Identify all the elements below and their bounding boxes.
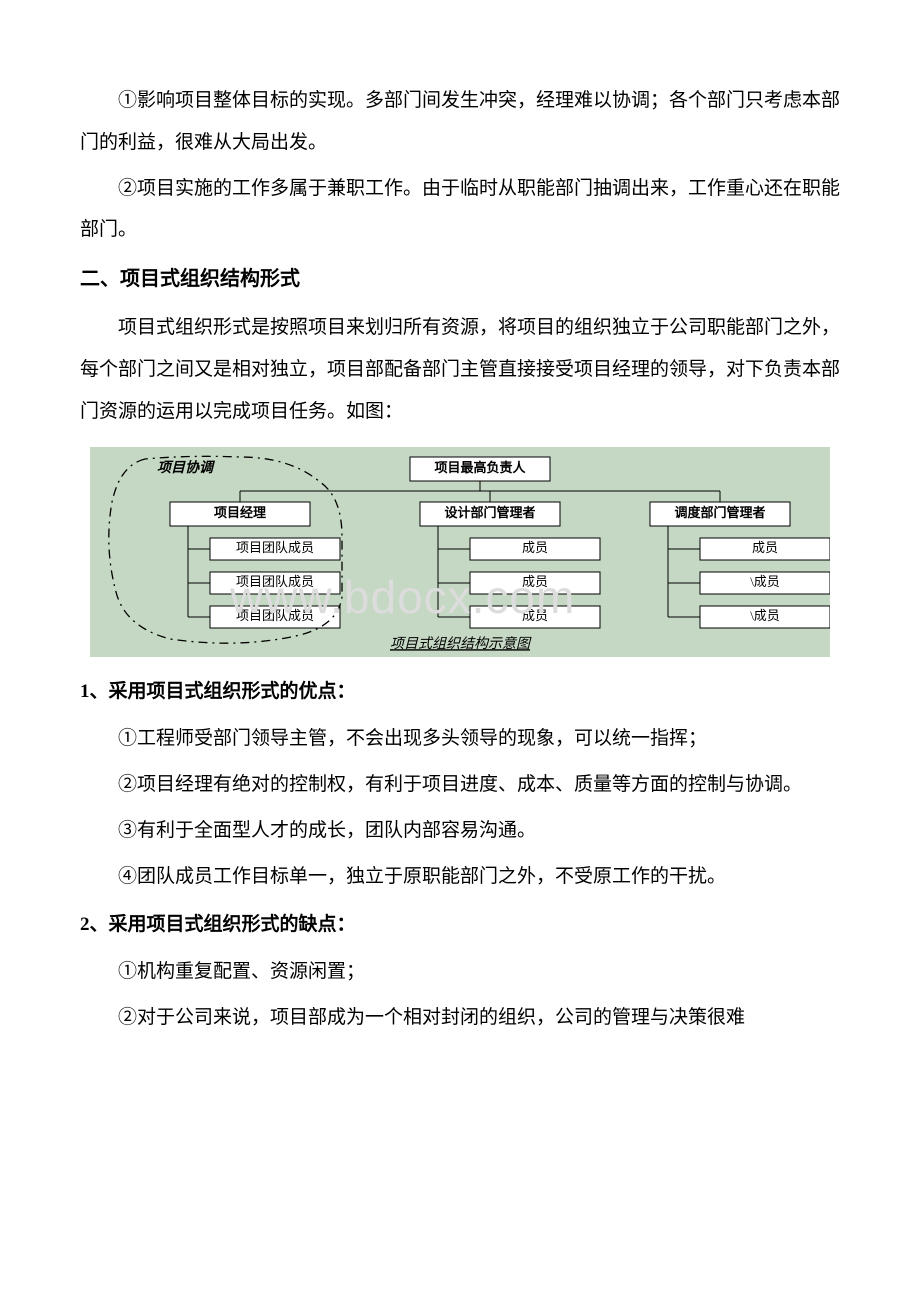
svg-text:项目团队成员: 项目团队成员 (236, 540, 314, 555)
svg-text:成员: 成员 (752, 540, 778, 555)
svg-text:项目经理: 项目经理 (214, 505, 266, 520)
paragraph-2: ②项目实施的工作多属于兼职工作。由于临时从职能部门抽调出来，工作重心还在职能部门… (80, 168, 840, 252)
org-diagram: www.bdocx.com 项目最高负责人项目协调项目经理项目团队成员项目团队成… (90, 447, 830, 657)
svg-text:项目团队成员: 项目团队成员 (236, 608, 314, 623)
svg-text:设计部门管理者: 设计部门管理者 (444, 505, 535, 520)
heading-3b: 2、采用项目式组织形式的缺点： (80, 904, 840, 946)
svg-text:成员: 成员 (522, 574, 548, 589)
svg-text:项目团队成员: 项目团队成员 (236, 574, 314, 589)
svg-text:项目最高负责人: 项目最高负责人 (434, 460, 526, 475)
disadvantage-1: ①机构重复配置、资源闲置； (80, 951, 840, 993)
heading-3b-text: 、采用项目式组织形式的缺点： (90, 914, 356, 935)
heading-3a-text: 、采用项目式组织形式的优点： (90, 681, 356, 702)
advantage-2: ②项目经理有绝对的控制权，有利于项目进度、成本、质量等方面的控制与协调。 (80, 764, 840, 806)
disadvantage-2: ②对于公司来说，项目部成为一个相对封闭的组织，公司的管理与决策很难 (80, 997, 840, 1039)
advantage-1: ①工程师受部门领导主管，不会出现多头领导的现象，可以统一指挥； (80, 718, 840, 760)
heading-3b-num: 2 (80, 914, 90, 935)
svg-text:成员: 成员 (522, 608, 548, 623)
paragraph-3: 项目式组织形式是按照项目来划归所有资源，将项目的组织独立于公司职能部门之外，每个… (80, 307, 840, 432)
svg-text:\成员: \成员 (750, 608, 780, 623)
svg-text:项目协调: 项目协调 (157, 459, 216, 476)
paragraph-1: ①影响项目整体目标的实现。多部门间发生冲突，经理难以协调；各个部门只考虑本部门的… (80, 80, 840, 164)
svg-text:项目式组织结构示意图: 项目式组织结构示意图 (390, 636, 532, 652)
advantage-3: ③有利于全面型人才的成长，团队内部容易沟通。 (80, 810, 840, 852)
advantage-4: ④团队成员工作目标单一，独立于原职能部门之外，不受原工作的干扰。 (80, 856, 840, 898)
heading-2: 二、项目式组织结构形式 (80, 257, 840, 301)
heading-3a: 1、采用项目式组织形式的优点： (80, 671, 840, 713)
svg-text:调度部门管理者: 调度部门管理者 (674, 505, 765, 520)
svg-text:\成员: \成员 (750, 574, 780, 589)
heading-3a-num: 1 (80, 681, 90, 702)
svg-text:成员: 成员 (522, 540, 548, 555)
